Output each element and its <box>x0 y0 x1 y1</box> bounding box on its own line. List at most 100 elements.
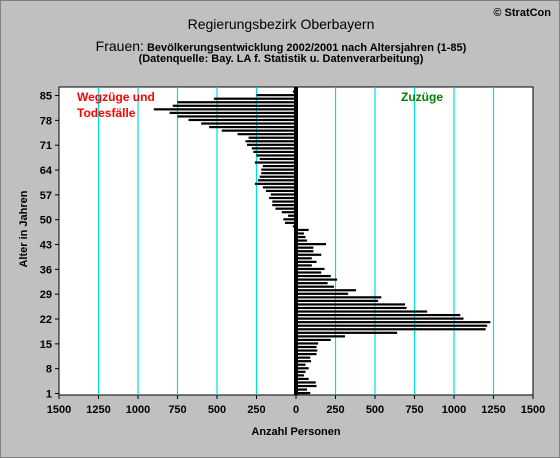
y-tick-label: 78 <box>40 115 52 127</box>
bar-age-3 <box>296 384 317 388</box>
y-tick-label: 50 <box>40 215 52 227</box>
bar-age-38 <box>296 260 317 263</box>
bar-age-52 <box>281 211 296 214</box>
y-tick-label: 43 <box>40 240 52 252</box>
subtitle-lead: Frauen: <box>95 38 144 54</box>
bar-age-39 <box>296 257 312 260</box>
bar-age-63 <box>261 172 296 175</box>
bar-age-16 <box>296 338 331 342</box>
bar-age-23 <box>296 313 461 317</box>
bar-age-49 <box>284 221 296 224</box>
bar-age-4 <box>296 381 316 384</box>
bar-age-72 <box>245 140 296 143</box>
y-tick-label: 36 <box>40 264 52 276</box>
bar-age-2 <box>296 388 308 391</box>
bar-age-30 <box>296 289 357 292</box>
bar-age-83 <box>177 101 296 104</box>
bar-age-76 <box>209 125 296 129</box>
x-tick-label: 750 <box>405 404 423 416</box>
bar-age-34 <box>296 274 331 278</box>
bar-age-5 <box>296 377 309 381</box>
y-tick-label: 71 <box>40 140 52 152</box>
bar-age-82 <box>172 104 296 107</box>
chart-title: Regierungsbezirk Oberbayern <box>187 16 375 32</box>
y-tick-label: 22 <box>40 314 52 326</box>
bar-age-22 <box>296 317 464 320</box>
bar-age-11 <box>296 356 311 359</box>
bar-age-24 <box>296 310 428 313</box>
bar-age-20 <box>296 324 488 327</box>
bar-age-84 <box>213 97 296 100</box>
y-tick-label: 1 <box>46 389 52 401</box>
y-axis-label-wrap: Alter in Jahren <box>9 181 39 281</box>
y-tick-label: 29 <box>40 289 52 301</box>
data-source: (Datenquelle: Bay. LA f. Statistik u. Da… <box>138 53 424 65</box>
bar-age-15 <box>296 342 319 345</box>
bar-age-17 <box>296 335 345 338</box>
bar-age-79 <box>177 115 296 118</box>
bar-age-21 <box>296 321 491 324</box>
bar-age-8 <box>296 367 309 370</box>
y-tick-label: 8 <box>46 364 52 376</box>
bar-age-40 <box>296 253 322 256</box>
bar-age-54 <box>272 204 296 207</box>
bar-age-62 <box>259 175 296 178</box>
bar-age-60 <box>254 182 296 185</box>
bar-age-77 <box>201 122 296 125</box>
bar-age-12 <box>296 352 317 356</box>
y-tick-label: 57 <box>40 190 52 202</box>
x-tick-label: 250 <box>247 404 265 416</box>
bar-age-28 <box>296 296 382 299</box>
bar-age-70 <box>251 147 296 150</box>
x-tick-label: 1250 <box>481 404 505 416</box>
bar-age-71 <box>247 143 296 146</box>
bar-age-55 <box>272 200 296 203</box>
y-axis-ticks: 1 8 15 22 29 36 43 50 57 64 71 78 85 <box>40 91 59 401</box>
bar-age-27 <box>296 299 379 302</box>
bar-age-6 <box>296 374 304 377</box>
bar-age-75 <box>221 129 296 132</box>
bar-age-69 <box>253 150 296 154</box>
bar-age-85 <box>256 94 296 97</box>
x-tick-label: 1500 <box>521 404 545 416</box>
bar-age-10 <box>296 360 312 363</box>
x-tick-label: 250 <box>326 404 344 416</box>
x-axis-ticks: 1500 1250 1000 750 500 250 0 250 500 750 1000 1250 1… <box>47 395 545 416</box>
bar-age-59 <box>262 186 296 189</box>
bar-age-73 <box>248 136 296 139</box>
bar-age-61 <box>258 179 296 182</box>
bar-age-25 <box>296 306 407 310</box>
annotation-outflow-line1: Wegzüge und <box>77 90 155 104</box>
bar-age-32 <box>296 282 328 285</box>
bar-age-14 <box>296 345 317 349</box>
copyright: © StratCon <box>493 7 551 19</box>
annotation-outflow-line2: Todesfälle <box>77 106 136 120</box>
bar-age-45 <box>296 235 306 239</box>
bars <box>153 90 491 395</box>
y-tick-label: 85 <box>40 91 52 103</box>
bar-age-65 <box>262 164 296 168</box>
bar-age-81 <box>153 108 296 111</box>
x-tick-label: 1250 <box>86 404 110 416</box>
x-tick-label: 1000 <box>442 404 466 416</box>
bar-age-42 <box>296 246 314 249</box>
bar-age-50 <box>283 218 296 221</box>
bar-age-51 <box>288 214 296 217</box>
bar-age-68 <box>256 154 296 157</box>
bar-age-80 <box>169 111 296 114</box>
bar-age-44 <box>296 239 308 242</box>
bar-age-78 <box>188 118 296 122</box>
bar-age-43 <box>296 243 327 246</box>
bar-age-31 <box>296 285 334 288</box>
y-axis-label: Alter in Jahren <box>18 190 30 268</box>
bar-age-7 <box>296 370 306 373</box>
bar-age-1 <box>296 392 311 395</box>
bar-age-9 <box>296 363 306 366</box>
y-tick-label: 64 <box>40 165 53 177</box>
bar-age-57 <box>270 193 296 196</box>
bar-age-18 <box>296 331 398 334</box>
bar-age-29 <box>296 292 349 295</box>
chart-subtitle: Frauen: Bevölkerungsentwicklung 2002/200… <box>1 38 560 54</box>
